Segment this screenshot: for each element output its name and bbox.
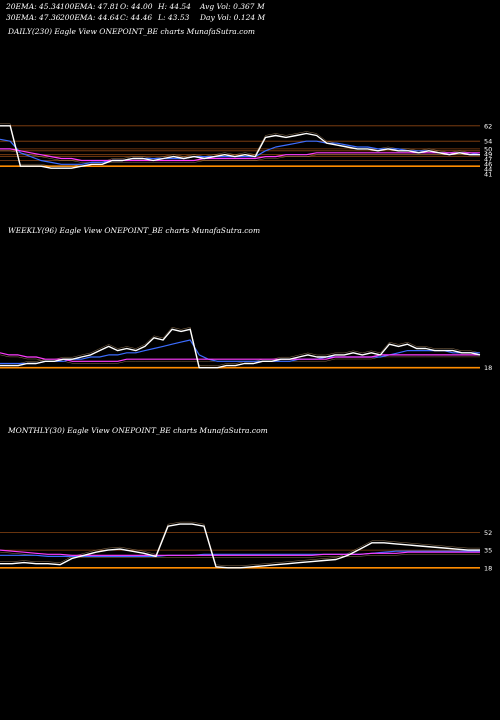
weekly-axis-label: 18	[484, 364, 492, 372]
header-high: H: 44.54	[158, 2, 191, 11]
daily-price-line	[0, 125, 480, 169]
monthly-price-line	[0, 523, 480, 569]
header-avg-vol: Avg Vol: 0.367 M	[200, 2, 265, 11]
monthly-ema-fan-line	[0, 551, 480, 558]
header-ema100: 100EMA: 47.81	[60, 2, 120, 11]
header-open: O: 44.00	[120, 2, 153, 11]
monthly-ema-long-line	[0, 549, 480, 556]
daily-ema-fan-line	[0, 150, 480, 163]
monthly-axis-label: 35	[484, 547, 492, 555]
daily-axis-label: 49	[484, 150, 492, 158]
daily-axis-label: 47	[484, 155, 492, 163]
daily-ema-fan-line	[0, 123, 480, 167]
weekly-ema-long-line	[0, 352, 480, 362]
header-low: L: 43.53	[158, 13, 190, 22]
daily-axis-label: 50	[484, 145, 492, 153]
daily-axis-label: 41	[484, 170, 492, 178]
weekly-ema-fan-line	[0, 339, 480, 364]
daily-axis-label: 46	[484, 160, 492, 168]
header-ema30: 30EMA: 47.36	[6, 13, 61, 22]
monthly-axis-label: 18	[484, 564, 492, 572]
daily-ema-long-line	[0, 148, 480, 162]
daily-ema-short-line	[0, 138, 481, 165]
weekly-price-line	[0, 328, 481, 369]
daily-axis-label: 54	[484, 138, 492, 146]
header-ema200: 200EMA: 44.64	[60, 13, 120, 22]
monthly-panel-title: MONTHLY(30) Eagle View ONEPOINT_BE chart…	[8, 426, 268, 435]
header-day-vol: Day Vol: 0.124 M	[200, 13, 266, 22]
weekly-ema-fan-line	[0, 327, 481, 366]
monthly-axis-label: 52	[484, 529, 492, 537]
daily-axis-label: 62	[484, 122, 492, 130]
weekly-panel-title: WEEKLY(96) Eagle View ONEPOINT_BE charts…	[8, 226, 261, 235]
header-close: C: 44.46	[120, 13, 153, 22]
header-ema20: 20EMA: 45.34	[6, 2, 61, 11]
monthly-ema-fan-line	[0, 521, 480, 567]
daily-panel-title: DAILY(230) Eagle View ONEPOINT_BE charts…	[8, 27, 255, 36]
weekly-ema-short-line	[0, 339, 480, 365]
daily-axis-label: 44	[484, 165, 492, 173]
